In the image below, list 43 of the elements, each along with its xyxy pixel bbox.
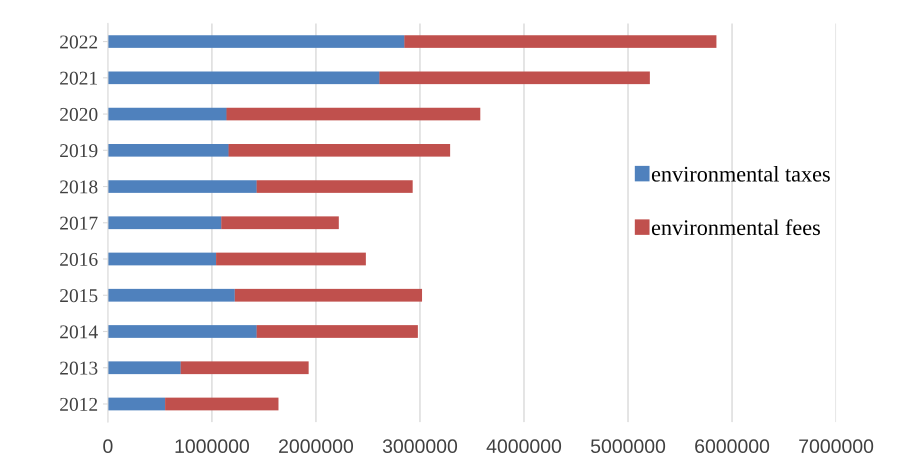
bar — [216, 252, 366, 266]
x-tick-label: 0 — [103, 439, 113, 454]
bar — [234, 288, 422, 302]
bar — [108, 71, 380, 84]
bar — [108, 288, 235, 302]
x-tick-label: 3000000 — [382, 439, 458, 454]
y-tick-label: 2017 — [60, 216, 98, 230]
y-tick-label: 2014 — [60, 325, 98, 338]
bar — [165, 398, 278, 410]
bar — [108, 252, 216, 266]
bar — [108, 35, 404, 48]
bar — [108, 398, 166, 410]
bar — [256, 325, 418, 338]
bar — [221, 216, 339, 230]
y-tick-label: 2022 — [60, 35, 98, 49]
y-tick-label: 2016 — [60, 252, 98, 266]
bar — [108, 144, 229, 157]
y-tick-label: 2012 — [60, 398, 98, 411]
bar — [228, 144, 450, 157]
y-tick-label: 2015 — [60, 289, 98, 302]
x-tick-label: 6000000 — [695, 439, 770, 454]
x-tick-label: 7000000 — [799, 439, 874, 454]
bar — [180, 361, 309, 374]
bar — [108, 216, 222, 230]
legend-label: environmental taxes — [652, 166, 830, 182]
x-tick-label: 5000000 — [590, 439, 666, 454]
y-tick-label: 2019 — [60, 144, 98, 158]
legend-label: environmental fees — [652, 219, 820, 236]
bar — [108, 361, 181, 374]
y-tick-label: 2018 — [60, 180, 98, 194]
y-tick-label: 2020 — [60, 108, 98, 121]
bar — [379, 71, 650, 84]
bar — [226, 108, 480, 120]
bar — [108, 180, 257, 193]
y-tick-label: 2021 — [60, 72, 97, 85]
x-tick-label: 1000000 — [176, 439, 249, 454]
y-tick-label: 2013 — [60, 362, 98, 375]
bar — [108, 325, 257, 338]
bar — [404, 35, 716, 48]
x-tick-label: 2000000 — [279, 439, 354, 454]
x-tick-label: 4000000 — [486, 439, 562, 454]
bar — [108, 108, 226, 120]
bar — [256, 180, 413, 193]
